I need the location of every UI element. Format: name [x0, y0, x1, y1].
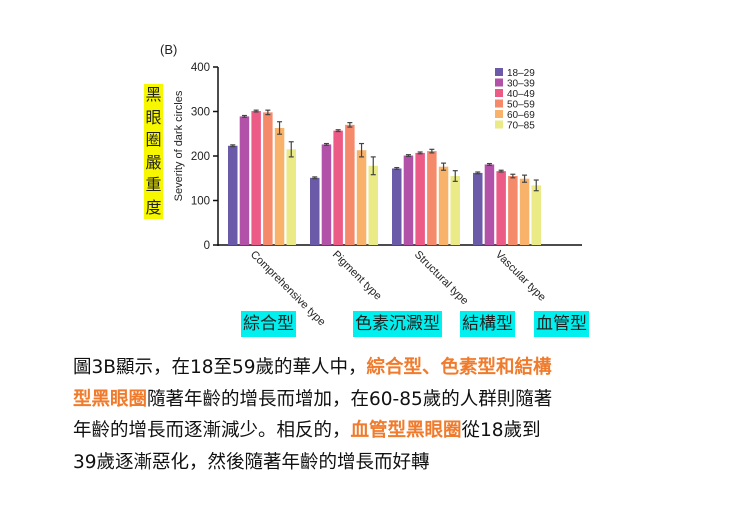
paragraph-line: 39歲逐漸惡化，然後隨著年齡的增長而好轉 — [73, 447, 552, 479]
bar — [531, 185, 541, 245]
bar — [403, 155, 414, 245]
bar-chart: (B) 0 100 200 300 400 Severity of dark circles… — [160, 42, 582, 328]
legend-label: 70–85 — [507, 121, 535, 132]
bar — [321, 144, 332, 245]
bar — [310, 177, 320, 245]
legend-swatch — [495, 78, 503, 87]
bar — [239, 116, 250, 246]
y-tick-label: 0 — [204, 240, 210, 252]
paragraph-line: 型黑眼圈隨著年齡的增長而增加，在60-85歲的人群則隨著 — [73, 384, 552, 416]
paragraph-text: 從18歲到 — [461, 420, 541, 441]
y-tick-label: 300 — [191, 107, 210, 119]
category-label-vascular-cn: 血管型 — [534, 311, 589, 337]
legend-label: 18–29 — [507, 68, 535, 79]
y-label-char: 嚴 — [145, 152, 162, 172]
category-label-pigment-cn: 色素沉澱型 — [353, 311, 442, 337]
bar — [415, 152, 425, 245]
panel-label: (B) — [160, 42, 177, 57]
legend-label: 50–59 — [507, 100, 535, 111]
bar — [427, 151, 437, 245]
highlighted-text: 血管型黑眼圈 — [350, 420, 462, 441]
paragraph-text: 圖3B顯示，在18至59歲的華人中， — [73, 357, 367, 378]
bar — [450, 176, 460, 245]
bar — [263, 112, 273, 245]
highlighted-text: 型黑眼圈 — [73, 388, 148, 410]
bar — [251, 111, 261, 246]
description-paragraph: 圖3B顯示，在18至59歲的華人中，綜合型、色素型和結構 型黑眼圈隨著年齡的增長而… — [73, 352, 552, 478]
bar — [473, 172, 483, 245]
category-label-structural-cn: 結構型 — [460, 311, 515, 337]
paragraph-line: 圖3B顯示，在18至59歲的華人中，綜合型、色素型和結構 — [73, 352, 552, 384]
legend-swatch — [495, 68, 503, 76]
legend-label: 40–49 — [507, 89, 535, 100]
bar — [274, 127, 285, 245]
paragraph-text: 年齡的增長而逐漸減少。相反的， — [73, 420, 351, 441]
legend-swatch — [495, 110, 503, 118]
y-axis-title: Severity of dark circles — [173, 90, 185, 201]
y-label-char: 度 — [145, 197, 162, 217]
bar — [392, 168, 402, 245]
category-label-comprehensive-cn: 綜合型 — [241, 311, 296, 337]
paragraph-text: 隨著年齡的增長而增加，在60-85歲的人群則隨著 — [147, 388, 553, 410]
x-tick-label: Pigment type — [330, 249, 384, 303]
highlighted-text: 綜合型、色素型和結構 — [366, 357, 552, 378]
bar — [484, 164, 495, 245]
bar — [368, 165, 378, 245]
x-tick-label: Structural type — [412, 249, 471, 308]
y-tick-label: 400 — [191, 62, 210, 74]
legend-swatch — [495, 89, 503, 97]
y-tick-label: 200 — [191, 151, 210, 163]
y-label-char: 重 — [145, 175, 162, 194]
bar — [496, 171, 506, 245]
bar — [438, 166, 449, 245]
y-label-char: 圈 — [145, 130, 162, 149]
legend-swatch — [495, 99, 503, 108]
legend-label: 30–39 — [507, 79, 535, 90]
paragraph-line: 年齡的增長而逐漸減少。相反的，血管型黑眼圈從18歲到 — [73, 415, 552, 447]
y-label-char: 黑 — [145, 85, 162, 104]
legend-swatch — [495, 120, 503, 129]
bar — [286, 149, 296, 245]
paragraph-text: 39歲逐漸惡化，然後隨著年齡的增長而好轉 — [73, 451, 430, 473]
chinese-y-axis-label: 黑眼圈嚴重度 — [144, 84, 163, 219]
bar — [508, 176, 518, 245]
x-tick-label: Vascular type — [493, 249, 548, 304]
y-tick-label: 100 — [191, 196, 210, 208]
bar — [356, 150, 367, 245]
bar — [519, 178, 530, 245]
bar — [333, 130, 343, 245]
legend-label: 60–69 — [507, 110, 535, 121]
y-label-char: 眼 — [145, 107, 162, 127]
bar — [345, 124, 355, 245]
bar — [228, 145, 238, 245]
